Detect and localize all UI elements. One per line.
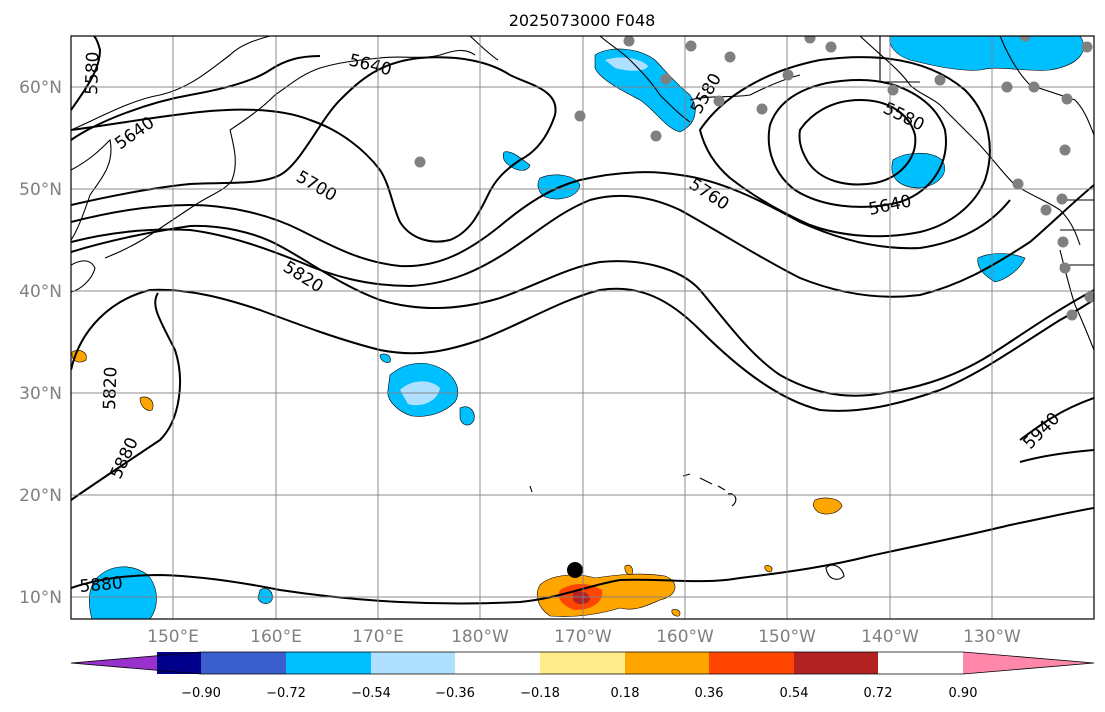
- lat-label: 30°N: [19, 384, 62, 404]
- colorbar-segment: [794, 652, 878, 674]
- colorbar-segment: [625, 652, 709, 674]
- station-dot: [660, 73, 672, 85]
- colorbar-tick-label: −0.36: [435, 686, 475, 701]
- negative-anomaly-shading: [89, 36, 1085, 619]
- lat-label: 50°N: [19, 180, 62, 200]
- lon-label: 140°W: [861, 627, 919, 647]
- station-dot: [1059, 262, 1071, 274]
- station-dot: [934, 74, 946, 86]
- lon-label: 160°W: [656, 627, 714, 647]
- station-dot: [713, 95, 725, 107]
- contour-label: 5820: [100, 366, 121, 410]
- station-dot: [650, 130, 662, 142]
- lat-label: 10°N: [19, 588, 62, 608]
- map-frame: [70, 35, 1095, 620]
- lon-label: 150°E: [147, 627, 199, 647]
- latitude-labels: 60°N 50°N 40°N 30°N 20°N 10°N: [19, 78, 62, 608]
- colorbar-segment: [455, 652, 540, 674]
- station-dot: [1081, 41, 1093, 53]
- lon-label: 180°W: [451, 627, 509, 647]
- station-dot: [782, 69, 794, 81]
- colorbar-tick-label: 0.36: [695, 686, 724, 701]
- colorbar-tick-label: 0.54: [780, 686, 809, 701]
- colorbar-tick-label: −0.72: [266, 686, 306, 701]
- tropical-cyclone-marker: [567, 562, 583, 578]
- station-dot: [685, 40, 697, 52]
- graticule: [71, 36, 1094, 619]
- station-dot: [574, 110, 586, 122]
- station-dot: [1057, 236, 1069, 248]
- colorbar-tick-labels: −0.90 −0.72 −0.54 −0.36 −0.18 0.18 0.36 …: [181, 686, 977, 701]
- station-dot: [1012, 178, 1024, 190]
- lon-label: 130°W: [963, 627, 1021, 647]
- station-dot: [1059, 144, 1071, 156]
- station-dot: [724, 51, 736, 63]
- colorbar-segment: [540, 652, 625, 674]
- colorbar-segment: [157, 652, 201, 674]
- lat-label: 40°N: [19, 282, 62, 302]
- station-dot: [1061, 93, 1073, 105]
- station-dot: [1056, 193, 1068, 205]
- lon-label: 170°W: [554, 627, 612, 647]
- lon-label: 150°W: [758, 627, 816, 647]
- colorbar-segment: [371, 652, 455, 674]
- station-dot: [1084, 291, 1094, 303]
- station-dot: [756, 103, 768, 115]
- colorbar-outline: [70, 651, 1095, 675]
- colorbar-extend-max: [963, 652, 1094, 674]
- colorbar-tick-label: 0.90: [949, 686, 978, 701]
- station-dot: [887, 84, 899, 96]
- colorbar-segment: [201, 652, 286, 674]
- station-dot: [1040, 204, 1052, 216]
- colorbar-segment: [286, 652, 371, 674]
- station-dot: [1019, 36, 1031, 42]
- colorbar: [70, 651, 1095, 675]
- station-dot: [804, 36, 816, 44]
- colorbar-tick-label: −0.18: [520, 686, 560, 701]
- height-contours: [71, 36, 1094, 605]
- coastlines: [71, 36, 1094, 580]
- map-area: 5580 5640 5700 5820 5820 5880 5880 5640 …: [71, 36, 1094, 619]
- station-dot: [825, 41, 837, 53]
- longitude-labels: 150°E 160°E 170°E 180°W 170°W 160°W 150°…: [147, 627, 1021, 647]
- colorbar-segment: [709, 652, 794, 674]
- colorbar-tick-label: −0.54: [351, 686, 391, 701]
- colorbar-tick-label: 0.18: [611, 686, 640, 701]
- contour-label: 5880: [79, 573, 124, 597]
- station-dot: [623, 36, 635, 47]
- lat-label: 20°N: [19, 486, 62, 506]
- station-dot: [1066, 309, 1078, 321]
- lon-label: 170°E: [352, 627, 404, 647]
- colorbar-tick-label: −0.90: [181, 686, 221, 701]
- lon-label: 160°E: [250, 627, 302, 647]
- colorbar-tick-label: 0.72: [864, 686, 893, 701]
- map-title: 2025073000 F048: [509, 11, 656, 30]
- station-dot: [414, 156, 426, 168]
- contour-label: 5580: [82, 51, 103, 95]
- lat-label: 60°N: [19, 78, 62, 98]
